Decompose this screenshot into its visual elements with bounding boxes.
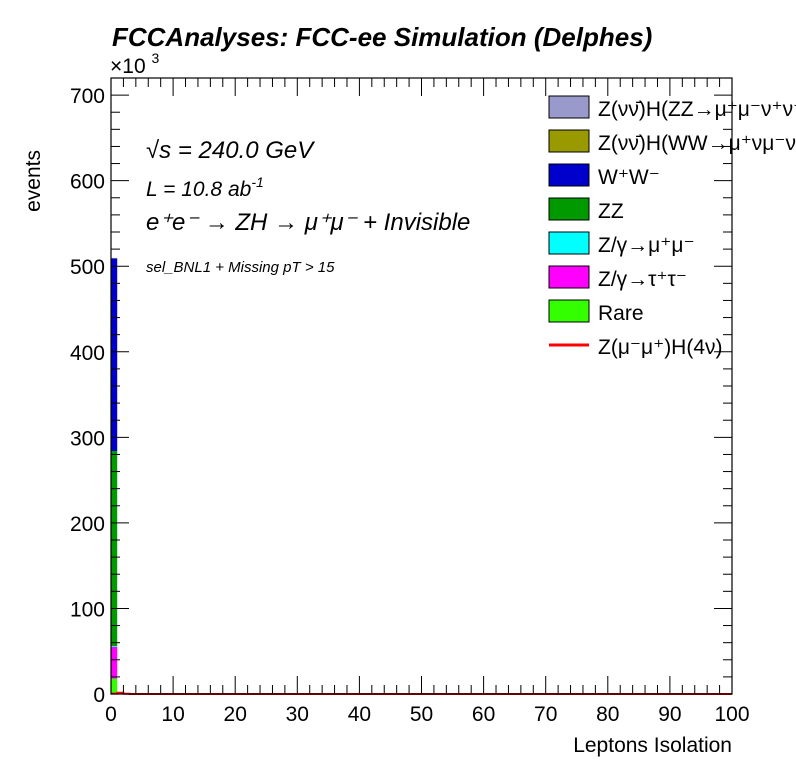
bar-6-0 bbox=[111, 678, 118, 694]
legend-swatch bbox=[548, 299, 590, 323]
legend-label: Rare bbox=[598, 302, 644, 325]
legend-swatch bbox=[548, 163, 590, 187]
legend-swatch bbox=[548, 95, 590, 119]
y-tick-label: 500 bbox=[70, 256, 105, 279]
y-tick-label: 300 bbox=[70, 427, 105, 450]
bar-3-0 bbox=[111, 451, 118, 647]
legend-label: Z(μ⁻μ⁺)H(4ν) bbox=[598, 336, 723, 359]
x-tick-label: 20 bbox=[224, 703, 247, 726]
y-tick-label: 400 bbox=[70, 342, 105, 365]
x-tick-label: 0 bbox=[105, 703, 117, 726]
legend-swatch bbox=[548, 265, 590, 289]
ticks-layer: 0 10 20 30 40 50 60 70 80 90 100 0 100 200 300 400 500 60… bbox=[70, 77, 750, 726]
x-tick-label: 40 bbox=[348, 703, 371, 726]
y-tick-label: 0 bbox=[93, 684, 105, 707]
legend-label: Z/γ→τ⁺τ⁻ bbox=[598, 268, 687, 291]
x-tick-label: 70 bbox=[534, 703, 557, 726]
bars-layer bbox=[111, 257, 124, 695]
legend-label: W⁺W⁻ bbox=[598, 166, 660, 189]
bar-2-0 bbox=[111, 258, 118, 452]
sqrt-s-label: √s = 240.0 GeV bbox=[146, 137, 315, 164]
sqrt-symbol: √ bbox=[146, 137, 160, 164]
y-multiplier: ×10 3 bbox=[110, 50, 159, 78]
luminosity-label: L = 10.8 ab-1 bbox=[146, 174, 264, 201]
x-tick-label: 100 bbox=[714, 703, 749, 726]
chart-title: FCCAnalyses: FCC-ee Simulation (Delphes) bbox=[112, 22, 652, 52]
x-tick-label: 10 bbox=[161, 703, 184, 726]
y-axis-label: events bbox=[22, 150, 45, 212]
process-label: e⁺e⁻ → ZH → μ⁺μ⁻ + Invisible bbox=[146, 209, 470, 236]
x-tick-label: 50 bbox=[410, 703, 433, 726]
legend-swatch bbox=[548, 129, 590, 153]
legend-label: Z(νν̄)H(ZZ→μ⁺μ⁻ν⁺ν⁻) bbox=[598, 98, 796, 121]
selection-label: sel_BNL1 + Missing pT > 15 bbox=[146, 259, 335, 276]
legend-label: ZZ bbox=[598, 200, 624, 223]
luminosity-unit-exponent: -1 bbox=[251, 174, 263, 190]
legend-swatch bbox=[548, 231, 590, 255]
x-axis-label: Leptons Isolation bbox=[573, 734, 732, 757]
legend-label: Z(νν̄)H(WW→μ⁺νμ⁻ν) bbox=[598, 132, 796, 155]
y-tick-label: 600 bbox=[70, 171, 105, 194]
sqrt-s-value: s = 240.0 GeV bbox=[159, 137, 315, 164]
luminosity-value: L = 10.8 ab bbox=[146, 178, 252, 201]
y-tick-label: 200 bbox=[70, 513, 105, 536]
y-tick-label: 100 bbox=[70, 598, 105, 621]
x-tick-label: 30 bbox=[286, 703, 309, 726]
y-multiplier-exponent: 3 bbox=[151, 50, 159, 66]
legend: Z(νν̄)H(ZZ→μ⁺μ⁻ν⁺ν⁻) Z(νν̄)H(WW→μ⁺νμ⁻ν) W⁺… bbox=[548, 95, 796, 359]
bar-4-0 bbox=[111, 646, 118, 647]
x-tick-label: 90 bbox=[658, 703, 681, 726]
bar-5-0 bbox=[111, 646, 118, 679]
legend-swatch bbox=[548, 197, 590, 221]
x-tick-label: 60 bbox=[472, 703, 495, 726]
legend-label: Z/γ→μ⁺μ⁻ bbox=[598, 234, 695, 257]
y-tick-label: 700 bbox=[70, 85, 105, 108]
x-tick-label: 80 bbox=[596, 703, 619, 726]
y-multiplier-base: ×10 bbox=[110, 55, 146, 78]
